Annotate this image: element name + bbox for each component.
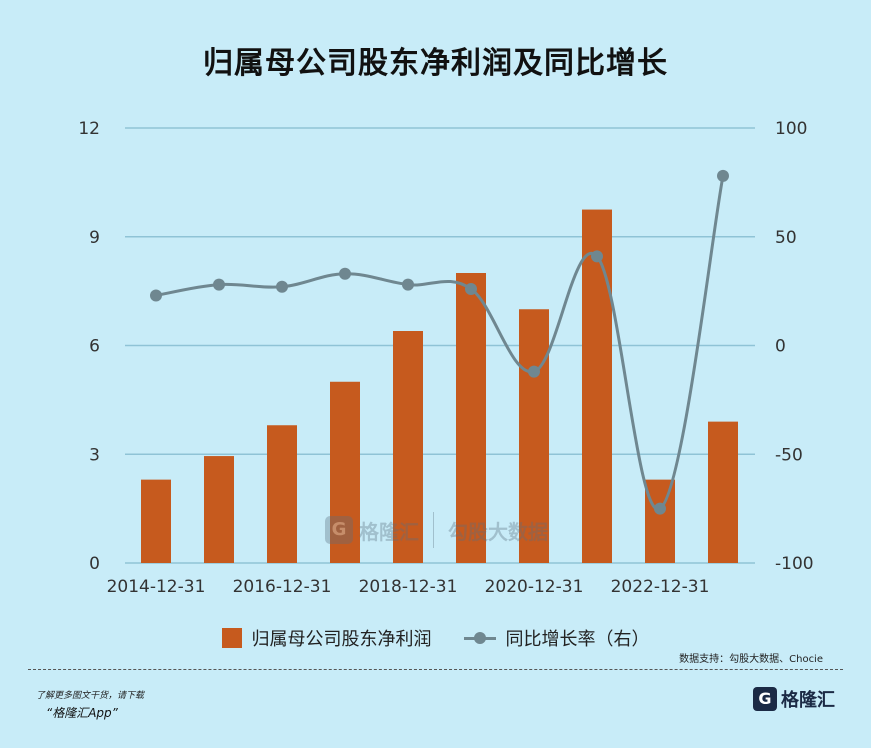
growth-rate-point	[528, 365, 540, 378]
legend-line-label: 同比增长率（右）	[505, 629, 650, 650]
y-left-tick-label: 12	[78, 119, 100, 139]
x-tick-label: 2014-12-31	[107, 577, 206, 597]
chart-title: 归属母公司股东净利润及同比增长	[203, 46, 668, 81]
bar	[204, 456, 234, 563]
watermark: G 格隆汇 勾股大数据	[325, 512, 548, 548]
growth-rate-line	[155, 175, 725, 511]
footer-app-name: “格隆汇App”	[46, 706, 118, 720]
y-left-tick-label: 6	[89, 337, 100, 357]
legend-bar-swatch	[221, 628, 242, 648]
y-left-tick-label: 9	[89, 228, 100, 248]
growth-rate-point	[465, 282, 477, 295]
legend-line-swatch	[463, 628, 496, 648]
bar	[645, 479, 675, 563]
legend-item-bar: 归属母公司股东净利润	[221, 625, 432, 651]
bar	[456, 273, 486, 563]
legend-bar-label: 归属母公司股东净利润	[251, 629, 432, 650]
watermark-logo-icon: G	[325, 516, 353, 544]
watermark-separator	[433, 512, 434, 548]
bar	[330, 381, 360, 563]
growth-rate-point	[654, 502, 666, 515]
chart-legend: 归属母公司股东净利润 同比增长率（右）	[0, 625, 871, 651]
bar	[393, 331, 423, 563]
bar	[708, 421, 738, 563]
growth-rate-point	[339, 267, 351, 280]
y-right-tick-label: 100	[775, 119, 807, 139]
y-right-tick-label: 0	[775, 337, 786, 357]
y-right-tick-label: 50	[775, 228, 797, 248]
legend-item-line: 同比增长率（右）	[463, 625, 650, 651]
x-tick-label: 2016-12-31	[233, 577, 332, 597]
chart-svg: 0 3 6 9 12 -100 -50 0 50 100 2014-12-31 2016-12-31 2…	[78, 119, 814, 597]
growth-rate-point	[717, 169, 729, 182]
bar	[141, 479, 171, 563]
x-tick-label: 2020-12-31	[485, 577, 584, 597]
source-note: 数据支持：勾股大数据、Chocie	[679, 654, 823, 665]
brand-logo-text: 格隆汇	[781, 690, 835, 711]
brand-logo-icon: G	[753, 687, 777, 711]
footer-download-note: 了解更多图文干货，请下载	[36, 691, 145, 701]
bar	[582, 209, 612, 563]
y-right-tick-label: -100	[775, 554, 814, 574]
growth-rate-point	[150, 289, 162, 302]
growth-rate-point	[276, 280, 288, 293]
watermark-brand: 格隆汇	[359, 519, 419, 544]
growth-rate-point	[591, 250, 603, 263]
growth-rate-point	[402, 278, 414, 291]
y-right-tick-label: -50	[775, 445, 803, 465]
footer-divider	[28, 669, 843, 670]
growth-rate-point	[213, 278, 225, 291]
y-left-tick-label: 0	[89, 554, 100, 574]
y-left-tick-label: 3	[89, 445, 100, 465]
bar	[519, 309, 549, 563]
footer-logo: G 格隆汇	[753, 686, 835, 712]
x-tick-label: 2022-12-31	[611, 577, 710, 597]
x-tick-label: 2018-12-31	[359, 577, 458, 597]
bar	[267, 425, 297, 563]
watermark-source: 勾股大数据	[448, 519, 548, 544]
